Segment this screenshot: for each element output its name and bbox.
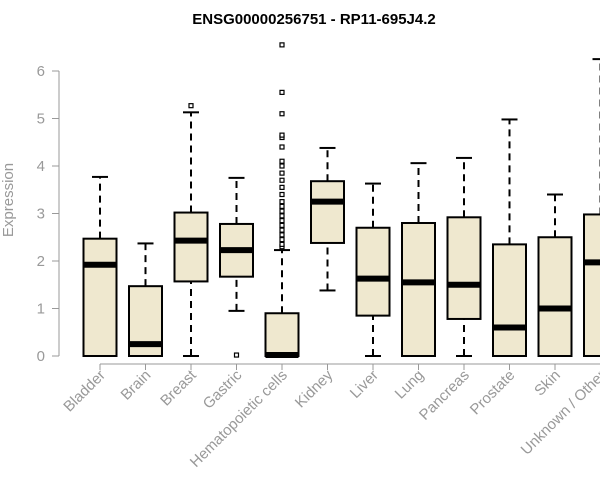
outlier-point — [188, 103, 194, 109]
x-tick-label: Kidney — [292, 366, 337, 411]
outlier-point — [279, 222, 285, 228]
box-unknown-other — [583, 58, 600, 357]
y-tick-label: 3 — [37, 206, 45, 223]
box-liver — [355, 182, 391, 357]
outlier-point — [279, 170, 285, 176]
outlier-point — [279, 232, 285, 238]
boxes-group — [82, 42, 600, 359]
box-prostate — [492, 118, 527, 357]
y-tick-label: 0 — [37, 348, 45, 365]
y-axis: 0 1 2 3 4 5 6 — [37, 63, 60, 365]
outlier-point — [279, 237, 285, 243]
x-tick-label: Breast — [157, 366, 200, 409]
box-iqr — [310, 180, 345, 244]
outlier-point — [279, 111, 285, 117]
outlier-point — [279, 177, 285, 183]
box-pancreas — [446, 156, 482, 357]
box-iqr — [173, 211, 209, 283]
outlier-point — [279, 163, 285, 169]
box-breast — [173, 103, 209, 357]
outlier-point — [279, 199, 285, 205]
outlier-point — [279, 227, 285, 233]
x-tick-label: Skin — [531, 367, 564, 400]
box-skin — [537, 193, 573, 357]
box-iqr — [82, 237, 118, 357]
x-tick-label: Bladder — [60, 367, 109, 416]
box-gastric — [219, 176, 254, 358]
x-tick-label: Brain — [118, 367, 155, 404]
box-iqr — [355, 226, 391, 317]
outlier-point — [279, 132, 285, 138]
x-tick-label: Pancreas — [416, 367, 473, 424]
outlier-point — [279, 89, 285, 95]
outlier-point — [279, 203, 285, 209]
box-lung — [401, 162, 436, 357]
box-hematopoietic-cells — [264, 42, 300, 359]
outlier-point — [279, 218, 285, 224]
outlier-point — [279, 241, 285, 247]
outlier-point — [279, 144, 285, 150]
outlier-point — [279, 158, 285, 164]
outlier-point — [279, 208, 285, 214]
outlier-point — [233, 352, 240, 358]
x-tick-label: Prostate — [467, 367, 519, 419]
y-tick-label: 5 — [37, 111, 45, 128]
box-iqr — [401, 222, 436, 357]
box-bladder — [82, 175, 118, 357]
y-tick-label: 2 — [37, 253, 45, 270]
outlier-point — [279, 191, 285, 198]
outlier-point — [279, 184, 285, 190]
box-iqr — [264, 312, 300, 357]
box-iqr — [537, 236, 573, 357]
box-brain — [128, 242, 163, 357]
y-tick-label: 1 — [37, 301, 45, 318]
y-tick-label: 4 — [37, 158, 45, 175]
x-tick-label: Lung — [392, 367, 428, 403]
box-iqr — [492, 243, 527, 357]
outlier-point — [279, 213, 285, 219]
x-tick-label: Liver — [347, 367, 382, 402]
y-axis-label: Expression — [0, 163, 17, 237]
chart-title: ENSG00000256751 - RP11-695J4.2 — [192, 11, 436, 28]
box-iqr — [583, 213, 600, 357]
y-tick-label: 6 — [37, 63, 45, 80]
outlier-point — [279, 42, 285, 48]
box-kidney — [310, 146, 345, 292]
box-iqr — [446, 216, 482, 320]
